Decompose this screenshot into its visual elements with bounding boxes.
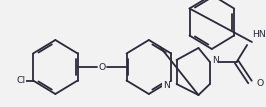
Text: HN: HN <box>252 30 266 39</box>
Text: Cl: Cl <box>16 76 25 85</box>
Text: O: O <box>98 62 106 71</box>
Text: N: N <box>212 56 219 65</box>
Text: N: N <box>163 80 170 89</box>
Text: O: O <box>257 80 264 88</box>
